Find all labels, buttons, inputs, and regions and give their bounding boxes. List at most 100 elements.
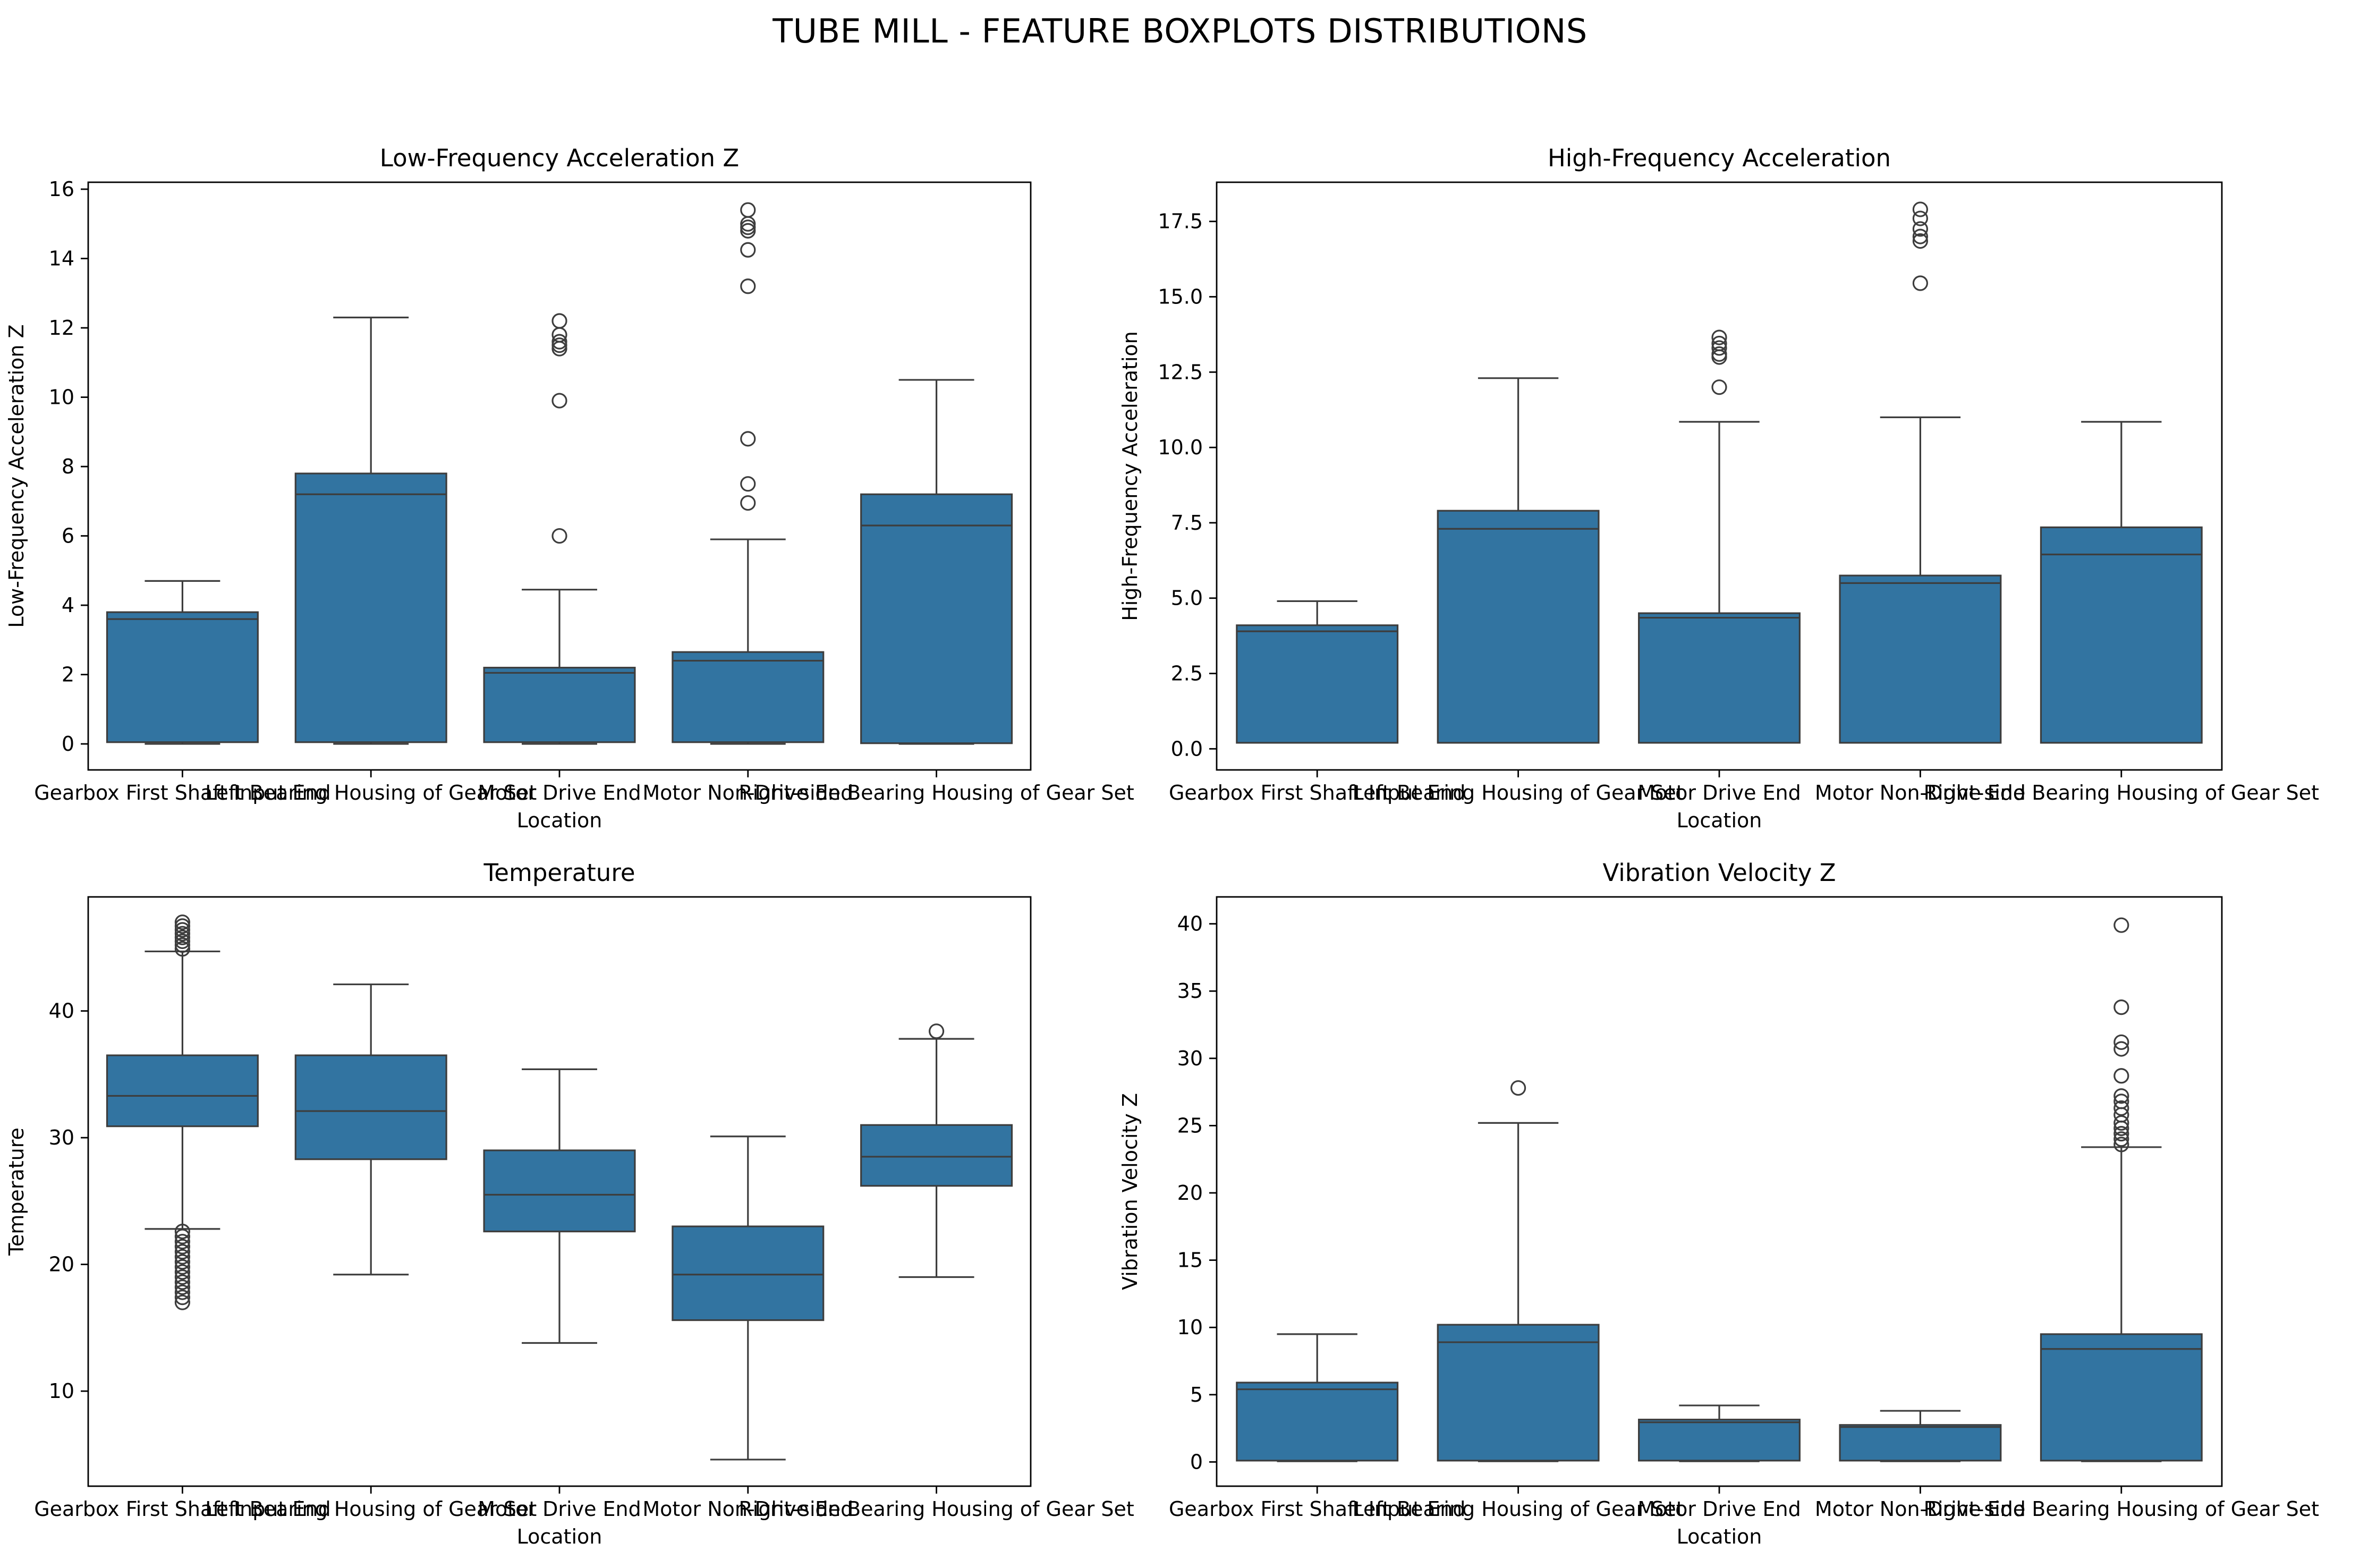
subplot-1: Low-Frequency Acceleration Z 0 2 4 6 8 10 12 14 1… [5, 144, 1134, 832]
box-iqr [2040, 526, 2203, 744]
outlier-point [1711, 379, 1727, 395]
outlier-point [174, 1254, 190, 1270]
box-iqr [2040, 1333, 2203, 1462]
box-2 [1437, 1080, 1600, 1462]
outlier-point [174, 1239, 190, 1255]
outlier-point [174, 929, 190, 945]
outlier-point [174, 1279, 190, 1295]
outlier-point [1711, 340, 1727, 356]
outlier-point [1510, 1080, 1526, 1096]
outlier-point [174, 1264, 190, 1280]
y-tick-label: 6 [62, 524, 74, 548]
box-3 [1638, 1404, 1801, 1462]
box-iqr [1437, 510, 1600, 744]
outlier-point [174, 933, 190, 950]
y-tick-label: 12.5 [1158, 360, 1203, 384]
subplot-3: Temperature 10 20 30 40 Gearbox First Shaft I… [5, 859, 1134, 1548]
outlier-point [2113, 917, 2129, 933]
x-tick-label: Left Bearing Housing of Gear Set [1352, 781, 1684, 804]
box-2 [294, 316, 447, 745]
box-iqr [1839, 574, 2002, 744]
box-iqr [1437, 1324, 1600, 1462]
outlier-point [740, 495, 756, 511]
outlier-point [740, 278, 756, 294]
y-tick-label: 30 [1177, 1047, 1203, 1070]
box-iqr [1839, 1424, 2002, 1462]
outlier-point [1912, 221, 1928, 237]
outlier-point [1912, 210, 1928, 226]
y-tick-label: 10.0 [1158, 436, 1203, 459]
y-tick-label: 25 [1177, 1114, 1203, 1137]
box-1 [1236, 1333, 1399, 1462]
box-iqr [294, 1054, 447, 1160]
outlier-point [2113, 1115, 2129, 1131]
y-axis-label: Temperature [5, 1128, 28, 1256]
outlier-point [928, 1023, 945, 1039]
box-iqr [483, 666, 636, 743]
y-tick-label: 10 [1177, 1316, 1203, 1339]
y-tick-label: 20 [1177, 1181, 1203, 1205]
box-4 [1839, 201, 2002, 744]
box-1 [106, 580, 259, 745]
y-tick-label: 0 [62, 732, 74, 756]
x-tick-label: Right-side Bearing Housing of Gear Set [1924, 781, 2319, 804]
box-5 [2040, 421, 2203, 744]
y-tick-label: 0.0 [1171, 737, 1203, 760]
x-axis-label: Location [517, 809, 602, 832]
box-5 [860, 379, 1013, 745]
outlier-point [2113, 1094, 2129, 1109]
outlier-point [174, 1284, 190, 1300]
outlier-point [2113, 1041, 2129, 1057]
outlier-point [551, 393, 567, 409]
x-axis-label: Location [1677, 809, 1762, 832]
outlier-point [2113, 1126, 2129, 1142]
y-tick-label: 2.5 [1171, 662, 1203, 685]
y-tick-label: 4 [62, 594, 74, 617]
y-tick-label: 10 [49, 386, 74, 409]
y-axis-label: Low-Frequency Acceleration Z [5, 324, 28, 628]
x-tick-label: Motor Non-Drive End [642, 781, 853, 804]
y-tick-label: 12 [49, 316, 74, 340]
outlier-point [2113, 1137, 2129, 1152]
outlier-point [174, 918, 190, 934]
outlier-point [740, 219, 756, 235]
box-iqr [1236, 1381, 1399, 1462]
outlier-point [2113, 1131, 2129, 1147]
box-iqr [672, 1225, 825, 1321]
y-axis-label: High-Frequency Acceleration [1118, 331, 1142, 621]
subplot-title: Temperature [483, 859, 635, 887]
outlier-point [1912, 228, 1928, 244]
outlier-point [740, 476, 756, 492]
box-1 [106, 914, 259, 1310]
x-tick-label: Motor Non-Drive End [642, 1497, 853, 1521]
y-tick-label: 17.5 [1158, 210, 1203, 233]
x-tick-label: Left Bearing Housing of Gear Set [205, 781, 537, 804]
outlier-point [740, 431, 756, 447]
box-iqr [1638, 612, 1801, 744]
box-5 [2040, 917, 2203, 1462]
x-tick-label: Motor Drive End [478, 1497, 641, 1521]
x-tick-label: Motor Drive End [1637, 1497, 1801, 1521]
outlier-point [551, 313, 567, 329]
outlier-point [174, 937, 190, 953]
y-axis-label: Vibration Velocity Z [1118, 1093, 1142, 1290]
y-tick-label: 16 [49, 177, 74, 201]
box-iqr [1236, 624, 1399, 744]
x-tick-label: Gearbox First Shaft Input End [1169, 781, 1465, 804]
box-4 [1839, 1410, 2002, 1462]
box-3 [483, 1068, 636, 1344]
figure-title: TUBE MILL - FEATURE BOXPLOTS DISTRIBUTIO… [772, 12, 1588, 50]
outlier-point [174, 926, 190, 942]
y-tick-label: 40 [1177, 912, 1203, 936]
box-iqr [483, 1149, 636, 1233]
y-tick-label: 14 [49, 247, 74, 270]
x-axis-label: Location [1677, 1525, 1762, 1548]
y-tick-label: 0 [1190, 1450, 1203, 1473]
y-tick-label: 40 [49, 999, 74, 1023]
x-tick-label: Motor Non-Drive End [1815, 781, 2026, 804]
outlier-point [1711, 329, 1727, 345]
outlier-point [174, 1259, 190, 1275]
x-tick-label: Motor Drive End [478, 781, 641, 804]
y-tick-label: 7.5 [1171, 511, 1203, 535]
